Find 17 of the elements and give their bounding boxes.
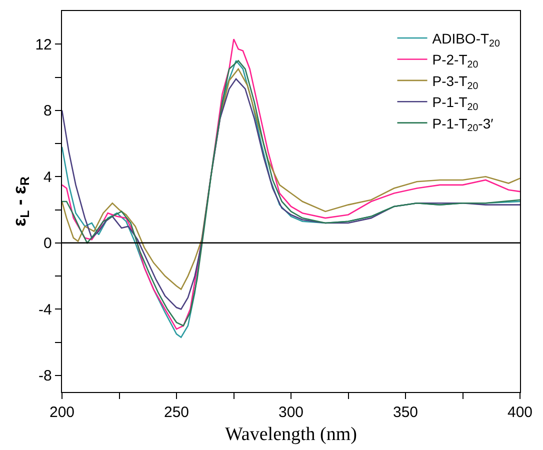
y-tick-label: 4 bbox=[44, 168, 52, 186]
y-tick-label: 0 bbox=[44, 235, 52, 252]
y-tick-label: 8 bbox=[44, 102, 52, 120]
y-tick-label: -8 bbox=[38, 368, 52, 385]
y-tick-label: 12 bbox=[35, 36, 52, 54]
x-tick-label: 200 bbox=[49, 404, 75, 422]
y-tick-label: -4 bbox=[38, 301, 52, 318]
legend-label: P-1-T$_{20}$-3′ bbox=[432, 115, 494, 134]
x-tick-label: 350 bbox=[392, 404, 418, 422]
x-axis-title: Wavelength (nm) bbox=[225, 424, 357, 445]
legend-label: ADIBO-T$_{20}$ bbox=[432, 30, 500, 50]
x-tick-label: 250 bbox=[164, 404, 190, 422]
x-tick-label: 300 bbox=[278, 404, 304, 422]
x-tick-label: 400 bbox=[507, 404, 533, 422]
legend-label: P-3-T$_{20}$ bbox=[432, 72, 479, 92]
legend-label: P-1-T$_{20}$ bbox=[432, 94, 479, 114]
legend-label: P-2-T$_{20}$ bbox=[432, 52, 479, 71]
